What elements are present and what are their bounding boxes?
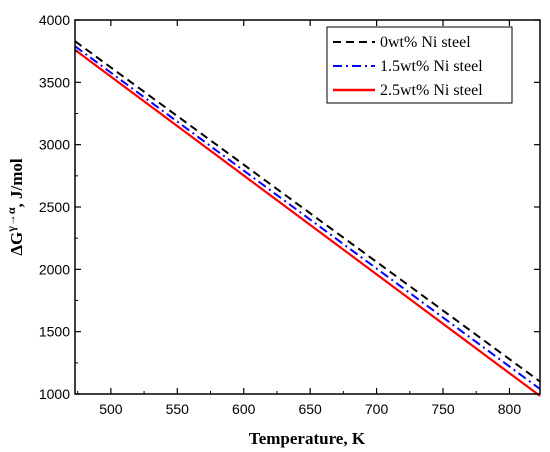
y-axis-title-prefix: ΔG xyxy=(7,232,26,256)
y-tick-label: 3500 xyxy=(39,74,70,90)
x-tick-label: 800 xyxy=(498,401,522,417)
x-tick-label: 600 xyxy=(232,401,256,417)
series-line-2 xyxy=(74,49,541,397)
x-tick-label: 550 xyxy=(166,401,190,417)
x-tick-label: 650 xyxy=(298,401,322,417)
x-axis-title: Temperature, K xyxy=(249,429,366,448)
series-line-1 xyxy=(74,45,541,390)
y-tick-label: 1500 xyxy=(39,324,70,340)
x-tick-label: 700 xyxy=(365,401,389,417)
x-axis-ticks: 500 550 600 650 700 750 800 xyxy=(77,20,522,417)
plot-lines xyxy=(74,40,541,397)
y-tick-label: 2500 xyxy=(39,199,70,215)
y-tick-label: 1000 xyxy=(39,386,70,402)
y-axis-title: ΔGγ→α, J/mol xyxy=(4,158,26,256)
y-axis-title-superscript: γ→α xyxy=(4,207,18,233)
legend-label-2: 2.5wt% Ni steel xyxy=(380,82,483,99)
y-tick-label: 3000 xyxy=(39,137,70,153)
legend-label-1: 1.5wt% Ni steel xyxy=(380,58,483,75)
x-tick-label: 500 xyxy=(99,401,123,417)
y-tick-label: 4000 xyxy=(39,12,70,28)
legend: 0wt% Ni steel 1.5wt% Ni steel 2.5wt% Ni st… xyxy=(326,26,513,104)
x-tick-label: 750 xyxy=(431,401,455,417)
y-axis-ticks: 1000 1500 2000 2500 3000 3500 4000 xyxy=(39,12,540,402)
y-axis-title-suffix: , J/mol xyxy=(7,158,26,207)
y-tick-label: 2000 xyxy=(39,261,70,277)
series-line-0 xyxy=(74,40,541,383)
legend-label-0: 0wt% Ni steel xyxy=(380,34,471,51)
